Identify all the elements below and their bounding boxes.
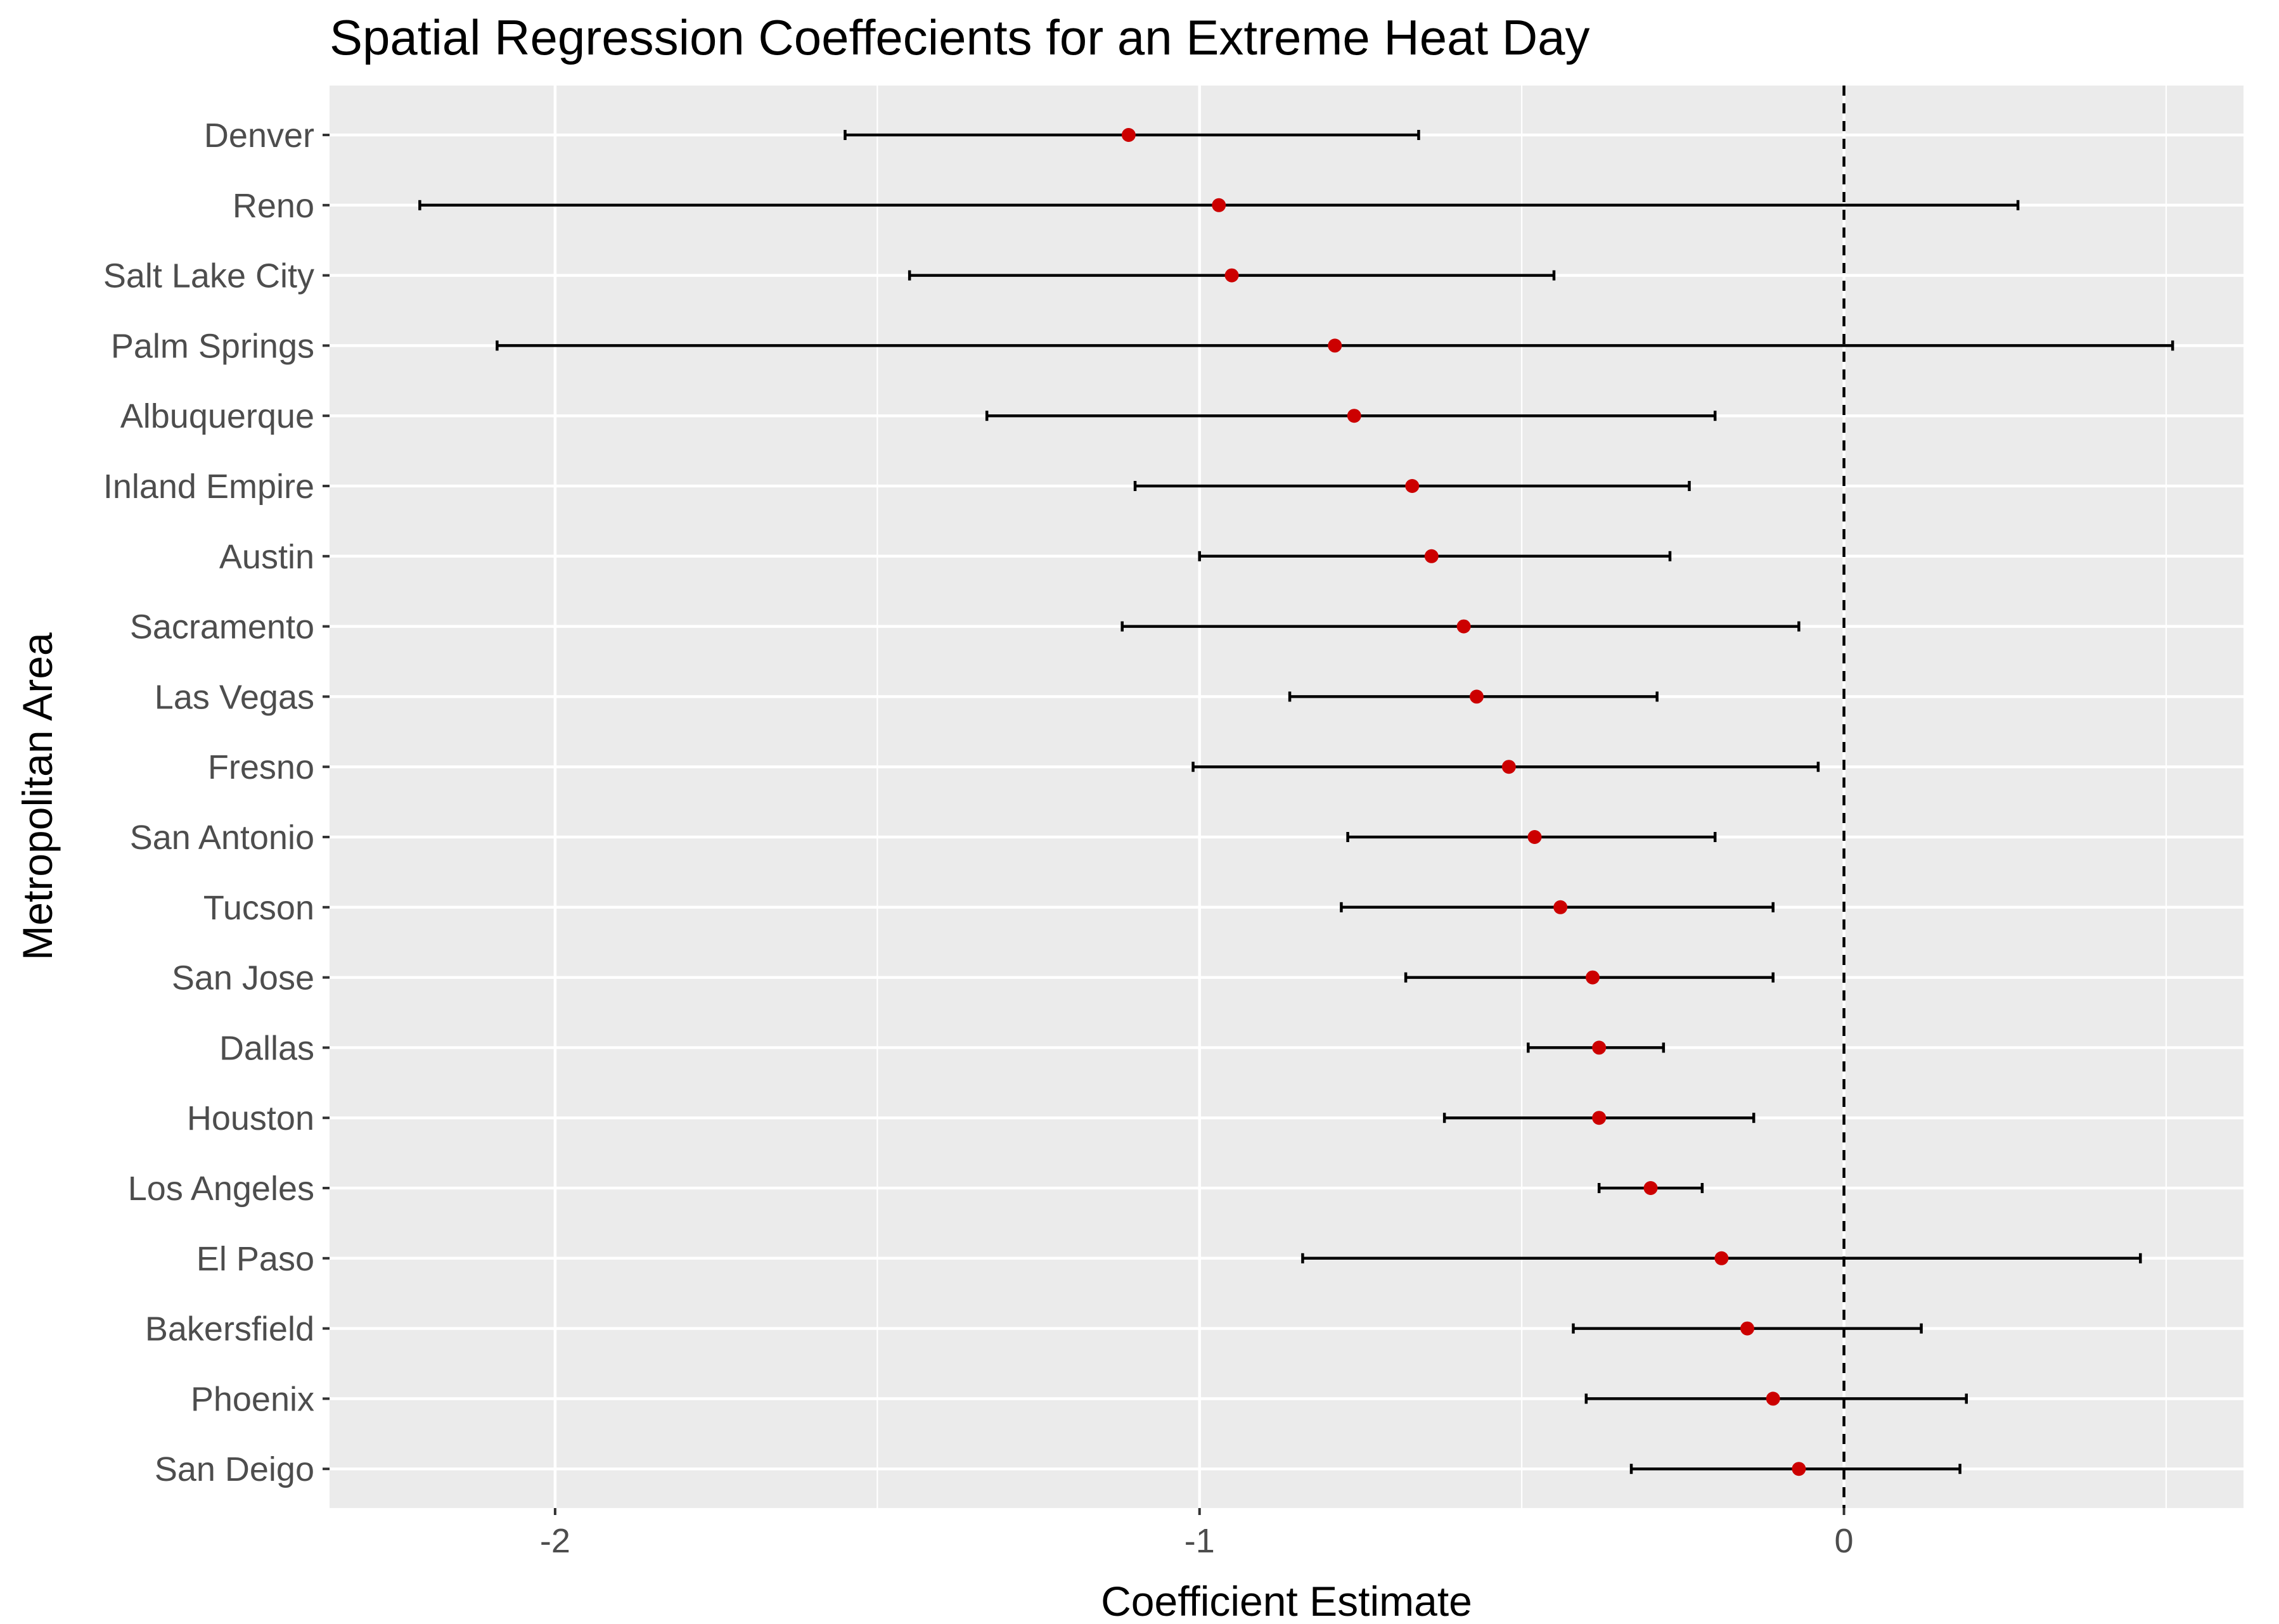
y-tick-label: Sacramento (130, 608, 314, 646)
estimate-point (1714, 1251, 1729, 1265)
y-tick-label: Inland Empire (103, 468, 314, 506)
estimate-point (1553, 900, 1568, 914)
y-axis: Denver Reno Salt Lake City Palm Springs Albu… (103, 117, 330, 1488)
y-tick-label: Las Vegas (155, 678, 314, 716)
x-axis-title: Coefficient Estimate (1101, 1578, 1472, 1624)
estimate-point (1585, 970, 1600, 985)
y-tick-label: Albuquerque (120, 397, 314, 435)
y-tick-label: Phoenix (191, 1380, 314, 1418)
estimate-point (1592, 1111, 1607, 1125)
estimate-point (1328, 338, 1342, 353)
estimate-point (1456, 619, 1471, 634)
y-tick-label: Denver (204, 117, 314, 155)
y-tick-label: El Paso (196, 1240, 314, 1278)
estimate-point (1592, 1040, 1607, 1055)
y-tick-label: Bakersfield (145, 1310, 314, 1348)
estimate-point (1224, 268, 1239, 283)
estimate-points (1121, 128, 1806, 1476)
estimate-point (1501, 760, 1516, 774)
y-tick-label: Fresno (208, 748, 314, 786)
estimate-point (1212, 198, 1226, 212)
estimate-point (1740, 1321, 1755, 1336)
x-tick-label: 0 (1835, 1522, 1854, 1560)
x-tick-label: -2 (540, 1522, 570, 1560)
y-tick-label: Salt Lake City (103, 257, 314, 295)
y-tick-label: San Jose (172, 959, 314, 997)
estimate-point (1643, 1181, 1658, 1195)
estimate-point (1527, 830, 1542, 844)
x-axis: -2 -1 0 (540, 1508, 1854, 1560)
estimate-point (1405, 479, 1420, 493)
estimate-point (1347, 409, 1361, 423)
estimate-point (1766, 1391, 1780, 1406)
y-tick-label: San Deigo (155, 1450, 314, 1488)
estimate-point (1469, 689, 1484, 704)
estimate-point (1424, 549, 1439, 563)
y-tick-label: Austin (219, 538, 314, 576)
plot-panel (330, 86, 2244, 1508)
y-tick-label: Houston (187, 1099, 314, 1137)
estimate-point (1792, 1462, 1806, 1476)
y-tick-label: Dallas (219, 1029, 314, 1067)
y-tick-label: Los Angeles (128, 1170, 314, 1208)
y-tick-label: Reno (233, 187, 314, 225)
chart-title: Spatial Regression Coeffecients for an E… (330, 10, 1590, 65)
x-tick-label: -1 (1184, 1522, 1215, 1560)
y-axis-title: Metropolitan Area (14, 632, 61, 961)
y-tick-label: Tucson (203, 889, 314, 927)
y-tick-label: Palm Springs (111, 327, 314, 365)
estimate-point (1121, 128, 1136, 142)
y-tick-label: San Antonio (130, 819, 314, 857)
